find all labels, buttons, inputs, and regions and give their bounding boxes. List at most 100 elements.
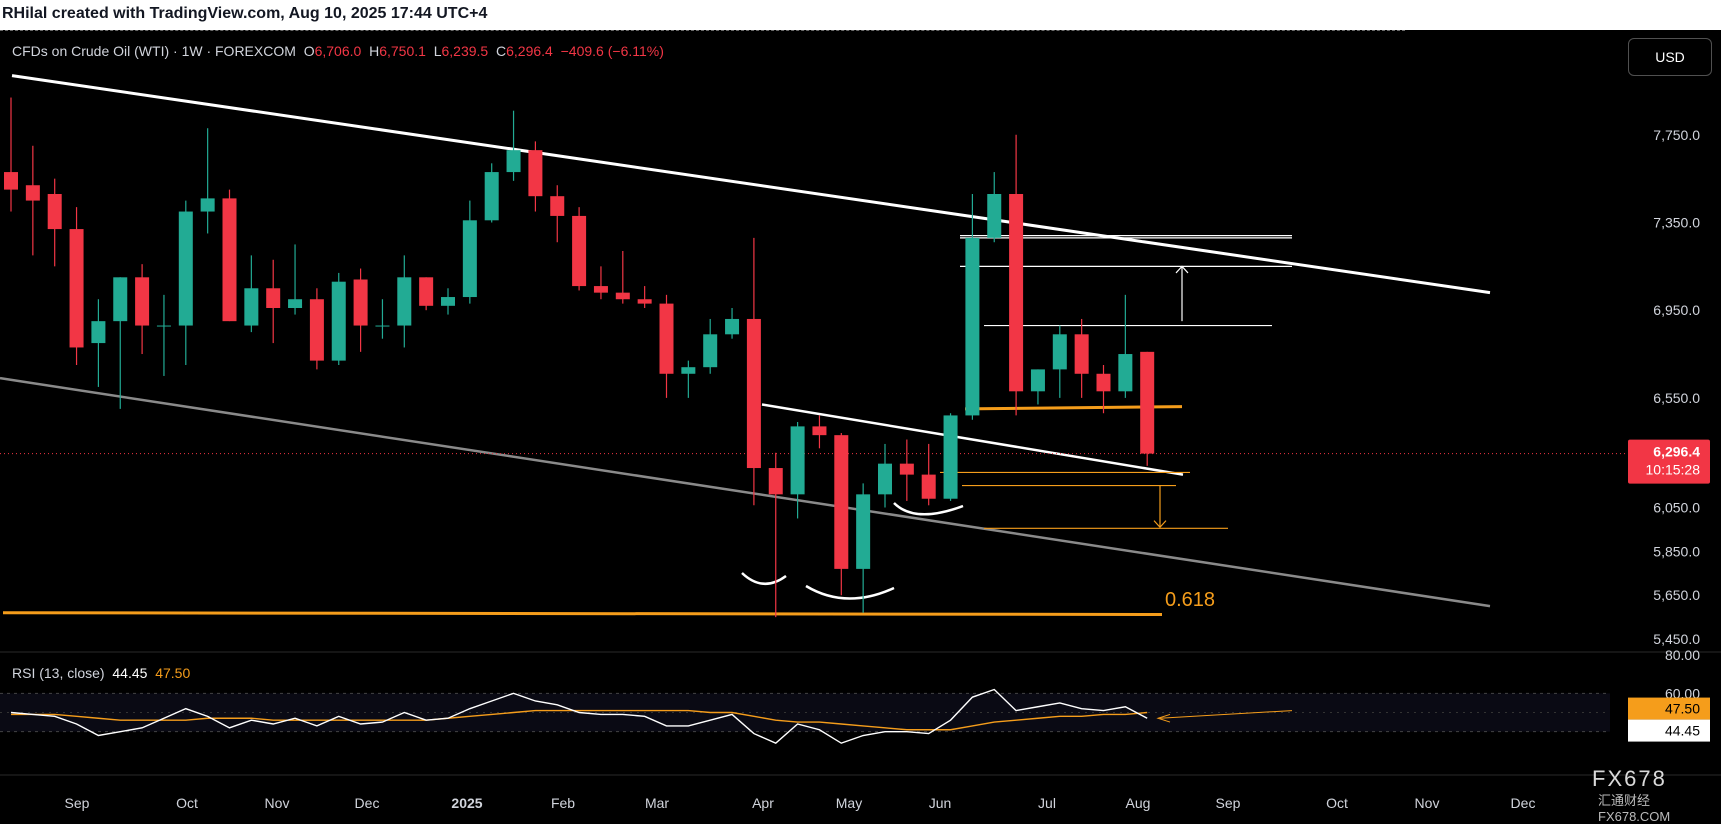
- currency-button[interactable]: USD: [1628, 38, 1712, 76]
- time-tick-label: Oct: [176, 795, 198, 811]
- time-tick-label: Nov: [1415, 795, 1440, 811]
- countdown-timer: 10:15:28: [1646, 462, 1701, 478]
- time-tick-label: Sep: [65, 795, 90, 811]
- candle-body: [353, 279, 368, 326]
- top-divider: [0, 30, 1405, 31]
- fib-618-line: [2, 611, 1163, 616]
- rsi-legend: RSI (13, close) 44.45 47.50: [12, 665, 190, 681]
- time-tick-label: 2025: [451, 795, 482, 811]
- last-price-value: 6,296.4: [1653, 444, 1700, 460]
- candle-body: [506, 150, 521, 173]
- candle-body: [921, 474, 936, 499]
- price-tick-label: 7,750.0: [1653, 127, 1700, 143]
- time-tick-label: Mar: [645, 795, 669, 811]
- candle-body: [4, 172, 18, 190]
- candle-body: [419, 277, 434, 306]
- rsi-ma-line: [11, 709, 1148, 731]
- time-tick-label: Jun: [929, 795, 952, 811]
- upper-channel-line: [11, 74, 1491, 295]
- up-arrow-icon: [1175, 265, 1189, 274]
- time-tick-label: Dec: [355, 795, 380, 811]
- instrument-name: CFDs on Crude Oil (WTI) · 1W · FOREXCOM: [12, 43, 296, 59]
- candle-body: [790, 426, 805, 495]
- rsi-ma-badge: [1628, 697, 1710, 720]
- rsi-tick-label: 60.00: [1665, 685, 1700, 701]
- rsi-line: [10, 688, 1148, 744]
- time-tick-label: Nov: [265, 795, 290, 811]
- rsi-projection-line: [1159, 710, 1293, 719]
- candle-body: [899, 463, 914, 475]
- watermark-logo: FX678: [1592, 766, 1667, 791]
- price-tick-label: 5,850.0: [1653, 543, 1700, 559]
- rsi-value: 44.45: [112, 665, 148, 681]
- rsi-tick-label: 80.00: [1665, 647, 1700, 663]
- candle-body: [1052, 334, 1067, 370]
- candle-body: [1118, 354, 1133, 392]
- candle-body: [856, 494, 871, 569]
- ohlc-close-label: C: [496, 43, 507, 59]
- candle-body: [1096, 373, 1111, 392]
- candle-body: [528, 150, 543, 197]
- rsi-ma-value: 47.50: [155, 665, 191, 681]
- rsi-badge-value: 44.45: [1665, 723, 1700, 739]
- candle-body: [593, 286, 608, 293]
- candle-body: [659, 303, 674, 374]
- price-tick-label: 7,350.0: [1653, 215, 1700, 231]
- down-arrow-icon: [1153, 520, 1167, 529]
- watermark-subtext: 汇通财经 FX678.COM: [1598, 793, 1671, 824]
- candle-body: [25, 185, 40, 201]
- instrument-legend: CFDs on Crude Oil (WTI) · 1W · FOREXCOM …: [12, 43, 664, 59]
- candle-body: [113, 277, 128, 322]
- candle-body: [550, 196, 565, 216]
- rsi-badge: [1628, 719, 1710, 742]
- time-tick-label: Feb: [551, 795, 575, 811]
- bottom-arc: [805, 584, 895, 600]
- candle-body: [222, 198, 237, 322]
- left-arrow-icon: [1156, 713, 1171, 723]
- time-tick-label: Oct: [1326, 795, 1348, 811]
- candle-body: [200, 198, 215, 212]
- attribution-text: RHilal created with TradingView.com, Aug…: [2, 5, 488, 22]
- candle-body: [47, 194, 62, 230]
- candle-body: [288, 299, 303, 308]
- fib-label: 0.618: [1165, 589, 1215, 611]
- candle-body: [746, 318, 761, 469]
- bottom-arc: [741, 572, 787, 585]
- ohlc-open-label: O: [303, 43, 315, 59]
- price-tick-label: 5,450.0: [1653, 631, 1700, 647]
- candle-body: [987, 194, 1002, 238]
- candle-body: [244, 288, 259, 326]
- candle-body: [725, 318, 740, 335]
- time-tick-label: Dec: [1511, 795, 1536, 811]
- candle-body: [397, 277, 412, 326]
- candle-body: [156, 325, 171, 327]
- ohlc-low-label: L: [433, 43, 442, 59]
- candle-body: [1074, 334, 1089, 374]
- candle-body: [637, 299, 652, 304]
- price-tick-label: 6,550.0: [1653, 390, 1700, 406]
- candle-body: [91, 321, 106, 344]
- candle-body: [135, 277, 150, 326]
- time-tick-label: Sep: [1216, 795, 1241, 811]
- candle-body: [615, 292, 630, 300]
- candle-body: [1030, 369, 1045, 392]
- price-tick-label: 6,950.0: [1653, 302, 1700, 318]
- candle-body: [484, 172, 499, 221]
- candle-body: [834, 435, 849, 569]
- candle-body: [375, 325, 390, 327]
- candle-body: [878, 463, 892, 495]
- candle-body: [768, 468, 783, 495]
- ohlc-open-value: 6,706.0: [314, 43, 362, 59]
- candle-body: [572, 215, 587, 287]
- time-tick-label: Jul: [1038, 795, 1056, 811]
- price-tick-label: 6,050.0: [1653, 500, 1700, 516]
- lower-channel-line: [0, 376, 1491, 608]
- ohlc-close-value: 6,296.4: [506, 43, 553, 59]
- candle-body: [462, 220, 477, 298]
- time-tick-label: May: [836, 795, 862, 811]
- time-tick-label: Aug: [1126, 795, 1151, 811]
- ohlc-high-label: H: [369, 43, 380, 59]
- price-change: −409.6 (−6.11%): [560, 43, 664, 59]
- candle-body: [266, 288, 281, 308]
